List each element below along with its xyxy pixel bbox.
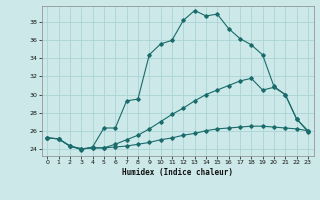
X-axis label: Humidex (Indice chaleur): Humidex (Indice chaleur)	[122, 168, 233, 177]
